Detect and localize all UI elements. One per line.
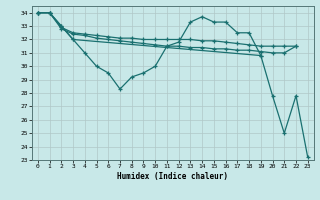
X-axis label: Humidex (Indice chaleur): Humidex (Indice chaleur) [117, 172, 228, 181]
